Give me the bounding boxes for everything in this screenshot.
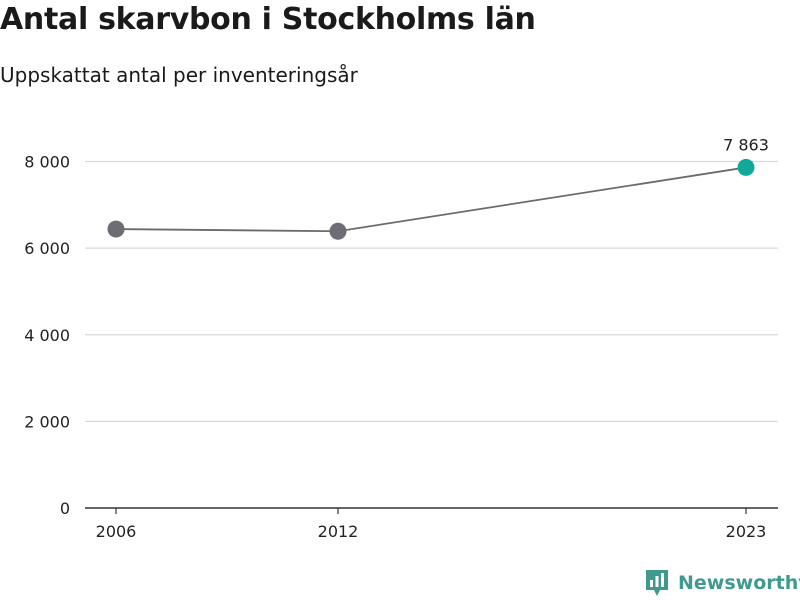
- series-line: [115, 166, 747, 233]
- chart-subtitle: Uppskattat antal per inventeringsår: [0, 63, 358, 87]
- x-tick-label: 2006: [96, 522, 137, 541]
- newsworthy-logo-text: Newsworthy: [678, 572, 800, 594]
- chart-title: Antal skarvbon i Stockholms län: [0, 2, 536, 37]
- highlight-data-point: [737, 158, 755, 176]
- newsworthy-logo-icon: [646, 570, 668, 596]
- y-tick-label: 4 000: [24, 326, 70, 345]
- line-chart: 0 2 000 4 000 6 000 8 000 2006 2012 2023 7 863: [24, 135, 778, 541]
- x-tick-label: 2023: [726, 522, 767, 541]
- y-tick-label: 6 000: [24, 239, 70, 258]
- data-point: [329, 222, 347, 240]
- y-tick-label: 0: [60, 499, 70, 518]
- y-tick-label: 8 000: [24, 153, 70, 172]
- data-label: 7 863: [723, 135, 769, 154]
- data-point: [107, 220, 125, 238]
- newsworthy-logo[interactable]: Newsworthy: [644, 568, 800, 598]
- x-tick-label: 2012: [318, 522, 359, 541]
- y-tick-label: 2 000: [24, 412, 70, 431]
